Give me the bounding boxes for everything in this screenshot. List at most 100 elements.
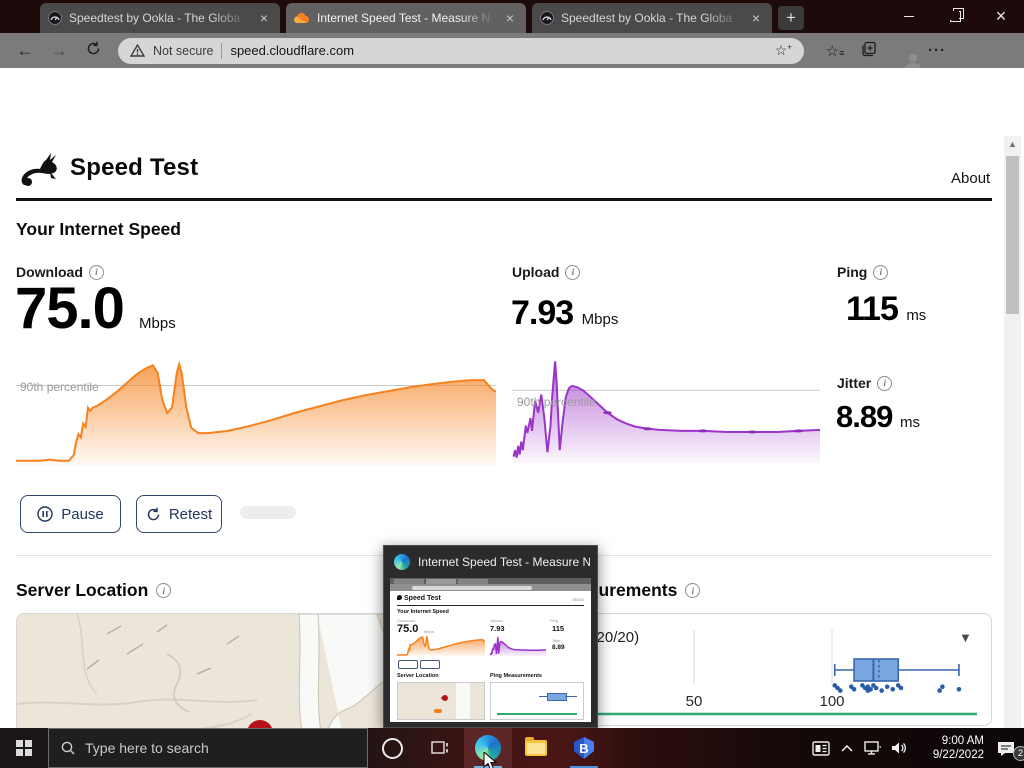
- jitter-number: 8.89: [836, 399, 893, 434]
- edge-icon: [394, 554, 410, 570]
- mini-heading: Your Internet Speed: [397, 609, 449, 615]
- notification-badge: 2: [1013, 745, 1024, 761]
- app-b-icon: B: [574, 737, 594, 759]
- notification-center-button[interactable]: 2: [988, 740, 1024, 761]
- edge-open-indicator: [474, 766, 502, 768]
- tab-close-icon[interactable]: ×: [751, 10, 761, 26]
- urlbar-divider: [221, 42, 223, 59]
- clock-time: 9:00 AM: [941, 735, 984, 747]
- pause-button-label: Pause: [61, 505, 104, 523]
- info-icon[interactable]: i: [873, 264, 889, 280]
- info-icon[interactable]: i: [156, 583, 172, 598]
- clock-date: 9/22/2022: [932, 749, 984, 761]
- rabbit-logo-icon: [21, 153, 57, 186]
- upload-value: 7.93 Mbps: [511, 294, 618, 333]
- mini-server-location: Server Location: [397, 673, 439, 679]
- download-chart: [16, 360, 496, 466]
- tab-close-icon[interactable]: ×: [259, 10, 269, 26]
- thumbnail-title: Internet Speed Test - Measure N...: [418, 555, 590, 569]
- browser-toolbar: ← → Not secure speed.cloudflare.com ☆+ ☆…: [0, 33, 1024, 68]
- upload-label: Upload i: [512, 264, 581, 280]
- notification-icon: [998, 741, 1014, 756]
- server-location-heading: Server Location i: [16, 580, 172, 601]
- back-button[interactable]: ←: [16, 40, 34, 60]
- window-close-button[interactable]: ×: [978, 0, 1024, 33]
- taskbar-app-b-button[interactable]: B: [560, 728, 608, 768]
- forward-button[interactable]: →: [50, 40, 68, 60]
- scrollbar-up-arrow[interactable]: ▲: [1008, 139, 1017, 149]
- about-link[interactable]: About: [951, 170, 991, 187]
- jitter-value: 8.89 ms: [836, 399, 920, 435]
- menu-dots-icon[interactable]: ···: [928, 42, 946, 59]
- svg-text:B: B: [579, 741, 588, 756]
- tab-title: Internet Speed Test - Measure N: [317, 11, 491, 25]
- info-icon[interactable]: i: [685, 583, 701, 598]
- tab-title: Speedtest by Ookla - The Globa: [561, 11, 733, 25]
- ping-unit: ms: [906, 307, 927, 324]
- ookla-gauge-icon: [48, 11, 62, 25]
- new-tab-button[interactable]: +: [778, 6, 804, 30]
- page-scrollbar[interactable]: ▲ ▼: [1004, 136, 1021, 768]
- mini-download-chart: [397, 636, 485, 656]
- tab-close-icon[interactable]: ×: [505, 10, 515, 26]
- window-restore-button[interactable]: [932, 0, 978, 33]
- upload-label-text: Upload: [512, 264, 560, 280]
- download-percentile-label: 90th percentile: [20, 380, 99, 394]
- refresh-icon: [87, 41, 99, 54]
- info-icon[interactable]: i: [88, 264, 104, 280]
- retest-button[interactable]: Retest: [136, 495, 222, 533]
- cortana-button[interactable]: [368, 728, 416, 768]
- info-icon[interactable]: i: [877, 375, 893, 391]
- add-favorite-icon[interactable]: ☆+: [774, 42, 792, 58]
- restore-icon: [949, 8, 964, 22]
- server-location-title: Server Location: [16, 580, 149, 600]
- window-minimize-button[interactable]: [886, 0, 932, 33]
- taskbar-thumbnail-popup[interactable]: Internet Speed Test - Measure N... Speed…: [383, 545, 598, 728]
- tray-chevron-up-icon[interactable]: [834, 744, 860, 752]
- download-unit: Mbps: [139, 315, 176, 332]
- webpage: Speed Test About Your Internet Speed Dow…: [0, 68, 1021, 768]
- header-rule: [16, 198, 992, 201]
- mini-ping-label: Ping: [550, 618, 559, 623]
- mouse-cursor: [483, 752, 498, 768]
- windows-taskbar: Type here to search B: [0, 728, 1024, 768]
- volume-icon[interactable]: [886, 741, 912, 755]
- mini-upload-chart: [490, 636, 546, 656]
- pause-button[interactable]: Pause: [20, 495, 121, 533]
- favorites-icon[interactable]: ☆≡: [825, 42, 845, 60]
- cortana-icon: [381, 737, 403, 759]
- axis-tick-50: 50: [685, 693, 703, 710]
- upload-chart: [512, 356, 820, 463]
- refresh-button[interactable]: [76, 41, 110, 61]
- collections-icon[interactable]: [852, 41, 886, 61]
- mini-jitter-value: 8.89: [552, 644, 565, 651]
- scrollbar-thumb[interactable]: [1006, 156, 1019, 314]
- task-view-button[interactable]: [416, 728, 464, 768]
- download-number: 75.0: [15, 276, 125, 341]
- tab-speedtest-ookla-1[interactable]: Speedtest by Ookla - The Globa ×: [40, 3, 280, 33]
- taskbar-search[interactable]: Type here to search: [48, 728, 368, 768]
- jitter-unit: ms: [899, 414, 920, 431]
- widgets-news-icon[interactable]: [808, 740, 834, 756]
- ping-value: 115 ms: [846, 290, 926, 329]
- tab-speedtest-ookla-2[interactable]: Speedtest by Ookla - The Globa ×: [532, 3, 772, 33]
- taskbar-file-explorer-button[interactable]: [512, 728, 560, 768]
- retest-button-label: Retest: [168, 505, 213, 523]
- ghost-pill: [240, 506, 296, 519]
- chevron-down-icon[interactable]: ▼: [959, 630, 972, 645]
- address-bar[interactable]: Not secure speed.cloudflare.com ☆+: [118, 37, 804, 64]
- mini-map-pin-icon: [440, 693, 450, 703]
- taskbar-clock[interactable]: 9:00 AM 9/22/2022: [912, 734, 988, 762]
- url-text[interactable]: speed.cloudflare.com: [230, 43, 355, 58]
- mini-download-label: Download: [397, 618, 415, 623]
- tab-internet-speed-test[interactable]: Internet Speed Test - Measure N ×: [286, 3, 526, 33]
- network-icon[interactable]: [860, 741, 886, 755]
- download-label-text: Download: [16, 264, 83, 280]
- security-label[interactable]: Not secure: [153, 43, 214, 58]
- thumbnail-preview[interactable]: Speed Test About Your Internet Speed Dow…: [390, 578, 591, 722]
- tab-title: Speedtest by Ookla - The Globa: [69, 11, 241, 25]
- info-icon[interactable]: i: [565, 264, 581, 280]
- start-button[interactable]: [0, 728, 48, 768]
- download-value: 75.0 Mbps: [15, 275, 176, 342]
